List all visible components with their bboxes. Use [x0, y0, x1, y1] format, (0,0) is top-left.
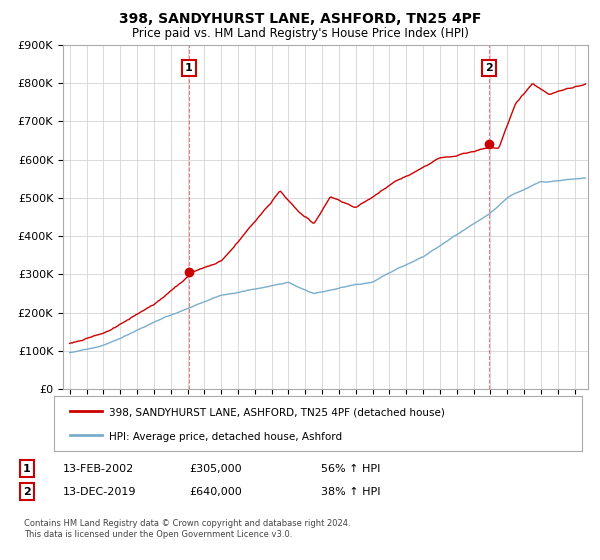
Text: Contains HM Land Registry data © Crown copyright and database right 2024.
This d: Contains HM Land Registry data © Crown c… — [24, 519, 350, 539]
Text: 13-FEB-2002: 13-FEB-2002 — [63, 464, 134, 474]
Text: 2: 2 — [23, 487, 31, 497]
Text: £640,000: £640,000 — [189, 487, 242, 497]
Text: 38% ↑ HPI: 38% ↑ HPI — [321, 487, 380, 497]
Text: 56% ↑ HPI: 56% ↑ HPI — [321, 464, 380, 474]
Text: 13-DEC-2019: 13-DEC-2019 — [63, 487, 137, 497]
Text: 2: 2 — [485, 63, 493, 73]
Text: 398, SANDYHURST LANE, ASHFORD, TN25 4PF: 398, SANDYHURST LANE, ASHFORD, TN25 4PF — [119, 12, 481, 26]
Text: £305,000: £305,000 — [189, 464, 242, 474]
Text: 1: 1 — [185, 63, 193, 73]
Text: Price paid vs. HM Land Registry's House Price Index (HPI): Price paid vs. HM Land Registry's House … — [131, 27, 469, 40]
Text: 398, SANDYHURST LANE, ASHFORD, TN25 4PF (detached house): 398, SANDYHURST LANE, ASHFORD, TN25 4PF … — [109, 407, 445, 417]
Text: HPI: Average price, detached house, Ashford: HPI: Average price, detached house, Ashf… — [109, 432, 343, 441]
Text: 1: 1 — [23, 464, 31, 474]
